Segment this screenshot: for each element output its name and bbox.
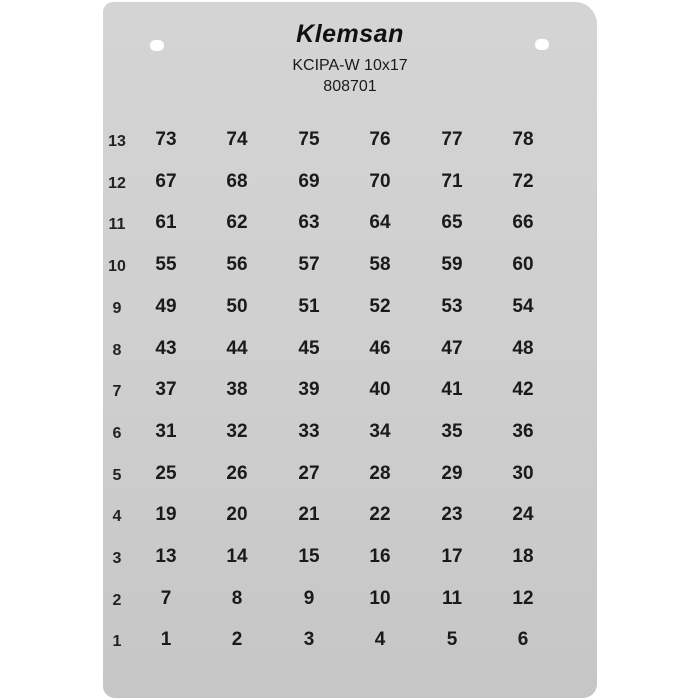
grid-number: 8 [231,587,243,609]
row-label: 7 [112,383,122,401]
grid-number: 18 [512,546,534,567]
row-label: 2 [112,591,122,609]
grid-number: 58 [369,254,391,276]
grid-number: 28 [369,462,391,484]
grid-number: 55 [155,254,177,276]
grid-number: 24 [512,504,534,526]
grid-number: 16 [369,546,391,567]
grid-number: 71 [441,170,463,192]
grid-number: 57 [298,254,320,276]
grid-number: 3 [303,629,315,651]
grid-number: 61 [155,212,177,234]
grid-number: 73 [155,129,177,150]
grid-number: 39 [298,379,320,401]
grid-number: 78 [512,129,534,150]
row-label: 12 [108,174,126,192]
grid-number: 19 [155,504,177,526]
grid-number: 9 [303,587,315,609]
row-label: 6 [112,424,122,442]
grid-number: 53 [441,295,463,317]
grid-number: 23 [441,504,463,526]
grid-number: 64 [369,212,391,234]
grid-number: 46 [369,337,391,359]
grid-number: 48 [512,337,534,359]
grid-number: 70 [369,170,391,192]
grid-number: 75 [298,129,320,150]
grid-number: 5 [446,629,458,651]
grid-number: 65 [441,212,463,234]
grid-number: 56 [226,254,248,276]
row-label: 4 [112,508,122,526]
grid-number: 1 [160,629,172,651]
grid-number: 13 [155,546,177,567]
row-label: 3 [112,550,122,567]
brand-logo: Klemsan [296,20,404,48]
grid-number: 20 [226,504,248,526]
grid-number: 45 [298,337,320,359]
grid-number: 14 [226,546,248,567]
grid-number: 62 [226,212,248,234]
grid-number: 4 [374,629,386,651]
grid-number: 50 [226,295,248,317]
grid-number: 22 [369,504,391,526]
grid-number: 66 [512,212,534,234]
row-label: 10 [108,258,126,276]
grid-number: 32 [226,420,248,442]
row-label: 1 [112,633,122,651]
grid-number: 25 [155,462,177,484]
grid-number: 30 [512,462,534,484]
grid-number: 11 [441,587,463,609]
grid-number: 17 [441,546,463,567]
grid-number: 26 [226,462,248,484]
grid-number: 72 [512,170,534,192]
grid-number: 60 [512,254,534,276]
row-label: 11 [108,216,126,234]
grid-number: 37 [155,379,177,401]
row-label: 9 [112,299,122,317]
marker-plate: Klemsan KCIPA-W 10x17 808701 13 73 74 75 76 7… [103,2,597,698]
grid-number: 52 [369,295,391,317]
grid-number: 42 [512,379,534,401]
mounting-hole-left [150,40,164,51]
grid-number: 7 [160,587,172,609]
model-label: KCIPA-W 10x17 [292,57,408,74]
grid-number: 47 [441,337,463,359]
grid-number: 21 [298,504,320,526]
grid-number: 69 [298,170,320,192]
grid-number: 43 [155,337,177,359]
grid-number: 6 [517,629,529,651]
grid-number: 12 [512,587,534,609]
grid-number: 35 [441,420,463,442]
grid-number: 36 [512,420,534,442]
grid-number: 41 [441,379,463,401]
grid-number: 74 [226,129,248,150]
row-label: 8 [112,341,122,359]
grid-number: 68 [226,170,248,192]
grid-number: 15 [298,546,320,567]
grid-number: 67 [155,170,177,192]
grid-number: 34 [369,420,391,442]
grid-number: 2 [231,629,243,651]
mounting-hole-right [535,39,549,50]
product-code: 808701 [323,78,377,95]
grid-number: 10 [369,587,391,609]
grid-number: 29 [441,462,463,484]
grid-number: 31 [155,420,177,442]
row-label: 5 [112,466,122,484]
grid-number: 40 [369,379,391,401]
grid-number: 54 [512,295,534,317]
grid-number: 33 [298,420,320,442]
grid-number: 49 [155,295,177,317]
grid-number: 63 [298,212,320,234]
grid-number: 51 [298,295,320,317]
grid-number: 77 [441,129,463,150]
row-label: 13 [108,133,126,150]
grid-number: 76 [369,129,391,150]
grid-number: 38 [226,379,248,401]
grid-number: 27 [298,462,320,484]
grid-number: 59 [441,254,463,276]
grid-number: 44 [226,337,248,359]
